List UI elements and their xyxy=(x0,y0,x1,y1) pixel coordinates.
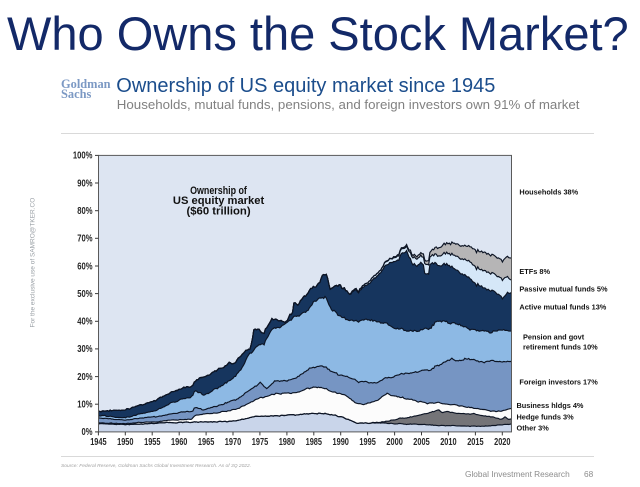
svg-text:10%: 10% xyxy=(77,400,93,411)
svg-text:Foreign investors 17%: Foreign investors 17% xyxy=(519,378,598,387)
svg-text:2020: 2020 xyxy=(494,437,511,448)
svg-text:1990: 1990 xyxy=(333,437,350,448)
svg-text:2015: 2015 xyxy=(467,437,484,448)
svg-text:1980: 1980 xyxy=(279,437,296,448)
svg-text:ETFs 8%: ETFs 8% xyxy=(519,267,550,276)
svg-text:0%: 0% xyxy=(82,427,93,438)
svg-text:40%: 40% xyxy=(77,317,93,328)
svg-text:US equity market: US equity market xyxy=(173,195,265,207)
svg-text:2005: 2005 xyxy=(413,437,430,448)
svg-text:Households 38%: Households 38% xyxy=(519,188,578,197)
svg-text:2000: 2000 xyxy=(386,437,403,448)
svg-text:1950: 1950 xyxy=(117,437,134,448)
svg-text:1960: 1960 xyxy=(171,437,188,448)
svg-text:1955: 1955 xyxy=(144,437,161,448)
svg-text:60%: 60% xyxy=(77,261,93,272)
svg-text:1995: 1995 xyxy=(359,437,376,448)
svg-text:Active mutual funds 13%: Active mutual funds 13% xyxy=(519,302,606,311)
svg-text:Other 3%: Other 3% xyxy=(517,423,550,432)
svg-text:20%: 20% xyxy=(77,372,93,383)
svg-text:90%: 90% xyxy=(77,178,93,189)
svg-text:Hedge funds 3%: Hedge funds 3% xyxy=(517,413,575,422)
svg-text:retirement funds 10%: retirement funds 10% xyxy=(523,343,598,352)
svg-text:1965: 1965 xyxy=(198,437,215,448)
svg-text:2010: 2010 xyxy=(440,437,457,448)
svg-text:70%: 70% xyxy=(77,234,93,245)
svg-text:Ownership of: Ownership of xyxy=(190,185,247,197)
svg-text:1975: 1975 xyxy=(252,437,269,448)
svg-text:($60 trillion): ($60 trillion) xyxy=(187,205,251,217)
svg-text:Pension and govt: Pension and govt xyxy=(523,333,585,342)
svg-text:Business hldgs 4%: Business hldgs 4% xyxy=(517,401,584,410)
svg-text:100%: 100% xyxy=(73,151,93,162)
svg-text:30%: 30% xyxy=(77,344,93,355)
svg-text:1945: 1945 xyxy=(90,437,107,448)
svg-text:50%: 50% xyxy=(77,289,93,300)
svg-text:1985: 1985 xyxy=(306,437,323,448)
svg-text:Passive mutual funds 5%: Passive mutual funds 5% xyxy=(519,284,608,293)
svg-text:1970: 1970 xyxy=(225,437,242,448)
svg-text:80%: 80% xyxy=(77,206,93,217)
